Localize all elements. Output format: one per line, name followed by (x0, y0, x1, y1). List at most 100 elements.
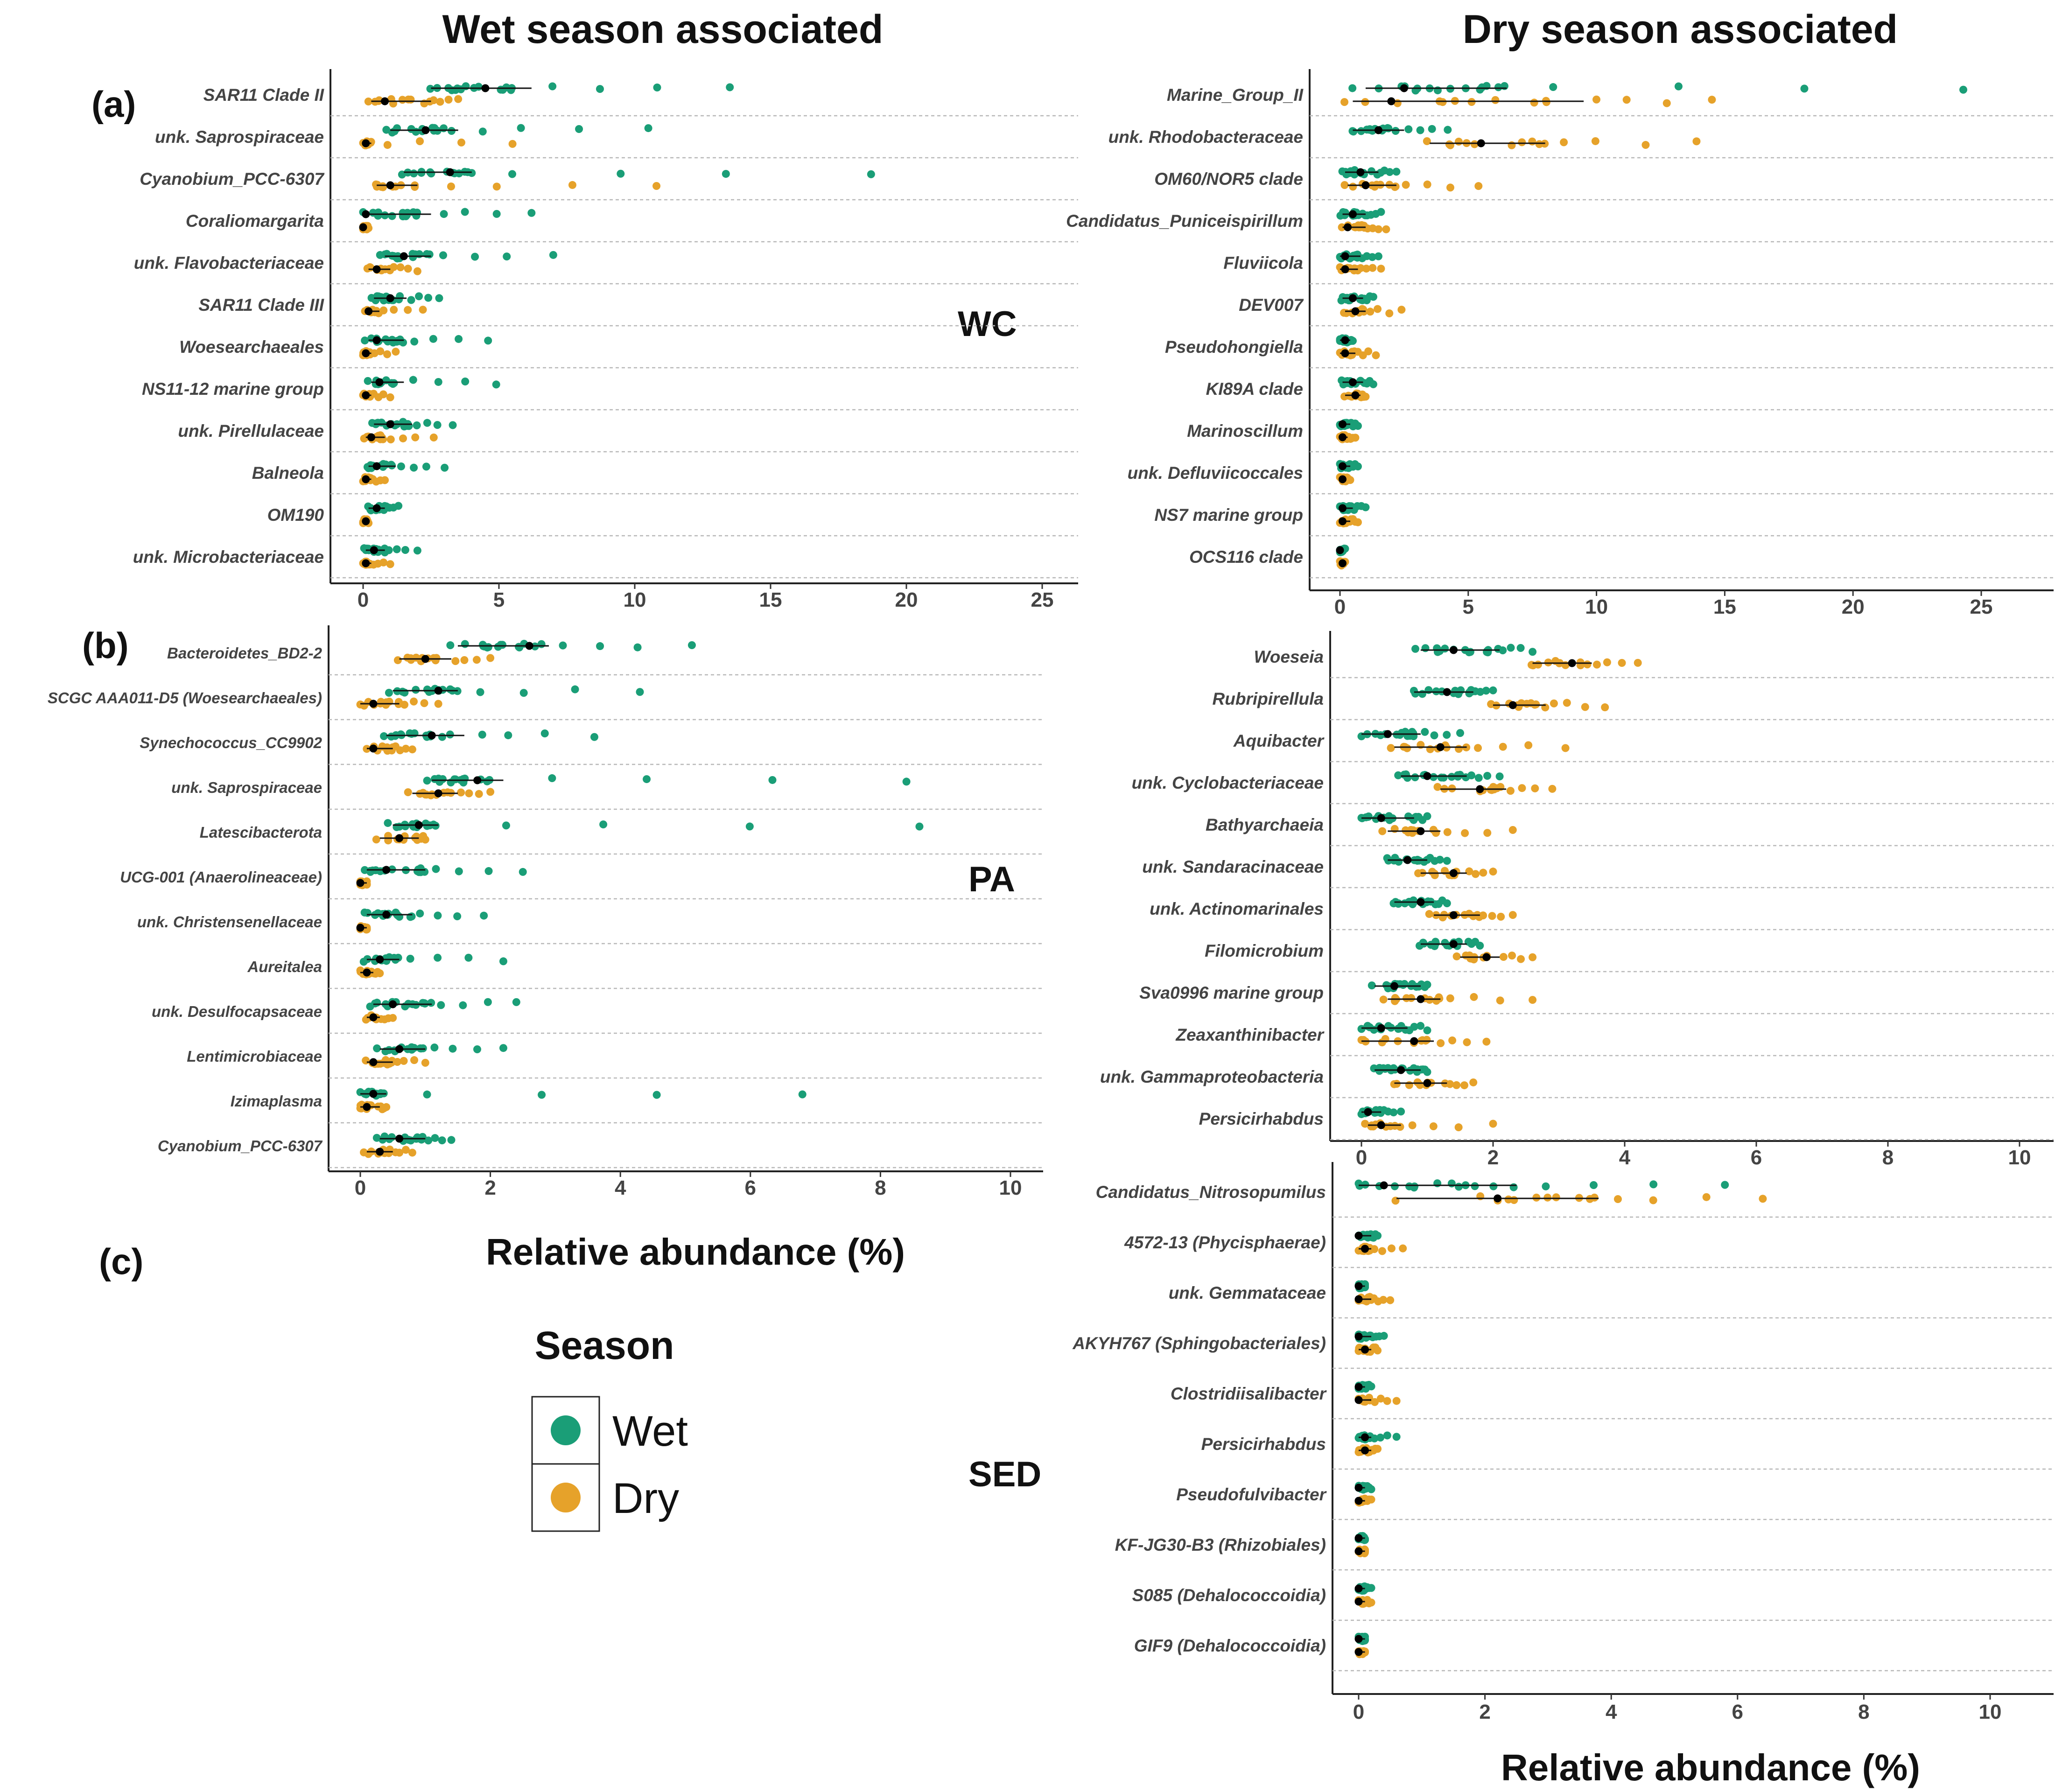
wet-median-point (473, 776, 482, 784)
dry-point (1425, 910, 1433, 918)
wet-point (1383, 1431, 1391, 1440)
wet-point (1482, 686, 1490, 695)
wet-median-point (1403, 856, 1412, 864)
dry-median-point (381, 97, 389, 105)
dry-point (1470, 993, 1478, 1001)
wet-point (596, 85, 604, 93)
dry-point (1361, 392, 1370, 401)
wet-point (1443, 941, 1451, 950)
category-label-ocs116-clade: OCS116 clade (1189, 547, 1303, 567)
dry-point (1383, 1397, 1391, 1405)
wet-point (540, 729, 549, 738)
dry-point (1472, 870, 1480, 878)
wet-point (409, 376, 417, 384)
wet-point (1350, 167, 1359, 175)
wet-point (1369, 380, 1377, 388)
dry-median-point (1354, 1648, 1363, 1656)
dry-point (492, 182, 501, 191)
panel-label-a: (a) (91, 84, 136, 125)
dry-point (1367, 1598, 1375, 1607)
wet-point (425, 250, 434, 259)
dry-point (408, 745, 416, 754)
dry-point (429, 96, 438, 105)
dry-point (379, 558, 388, 567)
wet-median-point (372, 504, 381, 512)
dry-median-point (1449, 911, 1458, 919)
wet-point (1516, 644, 1525, 652)
dry-point (1392, 1397, 1401, 1405)
wet-point (393, 545, 401, 553)
x-tick-label: 10 (2008, 1146, 2031, 1169)
dry-point (1649, 1196, 1657, 1204)
dry-point (372, 180, 380, 189)
dry-point (1369, 1122, 1377, 1131)
wet-point (1374, 1232, 1382, 1240)
wet-point (473, 1045, 481, 1053)
dry-point (1354, 518, 1362, 526)
wet-point (1428, 125, 1436, 133)
wet-point (1389, 1108, 1398, 1117)
wet-point (439, 251, 448, 259)
legend-wet-label: Wet (612, 1407, 688, 1455)
dry-point (1374, 305, 1382, 313)
dry-point (1524, 741, 1533, 749)
category-label-pseudofulvibacter: Pseudofulvibacter (1176, 1485, 1327, 1504)
dry-point (421, 1058, 429, 1067)
wet-median-point (1338, 420, 1347, 428)
x-tick-label: 20 (895, 588, 918, 611)
wet-point (380, 732, 388, 741)
category-label-ns7-marine-group: NS7 marine group (1154, 505, 1303, 525)
dry-point (1529, 953, 1537, 961)
wet-point (410, 337, 419, 346)
wet-point (492, 210, 501, 218)
wet-point (1399, 981, 1407, 989)
wet-median-point (362, 210, 370, 218)
dry-point (400, 700, 409, 709)
dry-point (1448, 784, 1456, 792)
category-label-unk-actinomarinales: unk. Actinomarinales (1150, 899, 1324, 918)
dry-median-point (1423, 1079, 1431, 1087)
wet-median-point (1338, 462, 1347, 470)
dry-median-point (369, 744, 378, 753)
dry-point (410, 697, 418, 706)
category-label-bathyarchaeia: Bathyarchaeia (1206, 815, 1324, 834)
x-tick-label: 0 (1353, 1701, 1364, 1723)
category-label-akyh767-sphingobacteriales: AKYH767 (Sphingobacteriales) (1072, 1334, 1326, 1353)
dry-point (1641, 141, 1650, 149)
wet-median-point (1380, 1181, 1388, 1190)
wet-point (1454, 771, 1462, 779)
dry-point (1491, 96, 1500, 104)
dry-point (379, 390, 387, 399)
dry-median-point (362, 391, 370, 399)
wet-median-point (389, 1000, 397, 1008)
dry-point (399, 434, 407, 442)
wet-point (441, 463, 449, 472)
wet-point (1443, 731, 1451, 739)
wet-point (643, 775, 651, 784)
dry-point (403, 653, 412, 662)
wet-point (390, 127, 399, 135)
dry-point (379, 182, 387, 190)
x-tick-label: 8 (875, 1176, 886, 1199)
wet-point (1443, 899, 1451, 908)
dry-point (1581, 703, 1589, 711)
wet-point (1443, 857, 1451, 865)
wet-point (435, 294, 443, 302)
wet-point (548, 774, 556, 783)
wet-point (424, 1136, 433, 1145)
dry-median-point (1341, 349, 1349, 357)
wet-point (1674, 82, 1683, 91)
wet-point (1410, 1022, 1418, 1031)
wet-point (599, 820, 608, 829)
wet-point (446, 641, 455, 650)
wet-point (1336, 211, 1345, 220)
dry-point (1340, 98, 1349, 106)
dry-point (1466, 954, 1475, 963)
wet-point (1368, 253, 1376, 261)
wet-median-point (1383, 730, 1392, 738)
dry-point (457, 138, 466, 147)
x-tick-label: 10 (624, 588, 646, 611)
wet-point (1721, 1181, 1729, 1189)
wet-median-point (1361, 1433, 1369, 1442)
wet-median-point (1449, 646, 1458, 654)
